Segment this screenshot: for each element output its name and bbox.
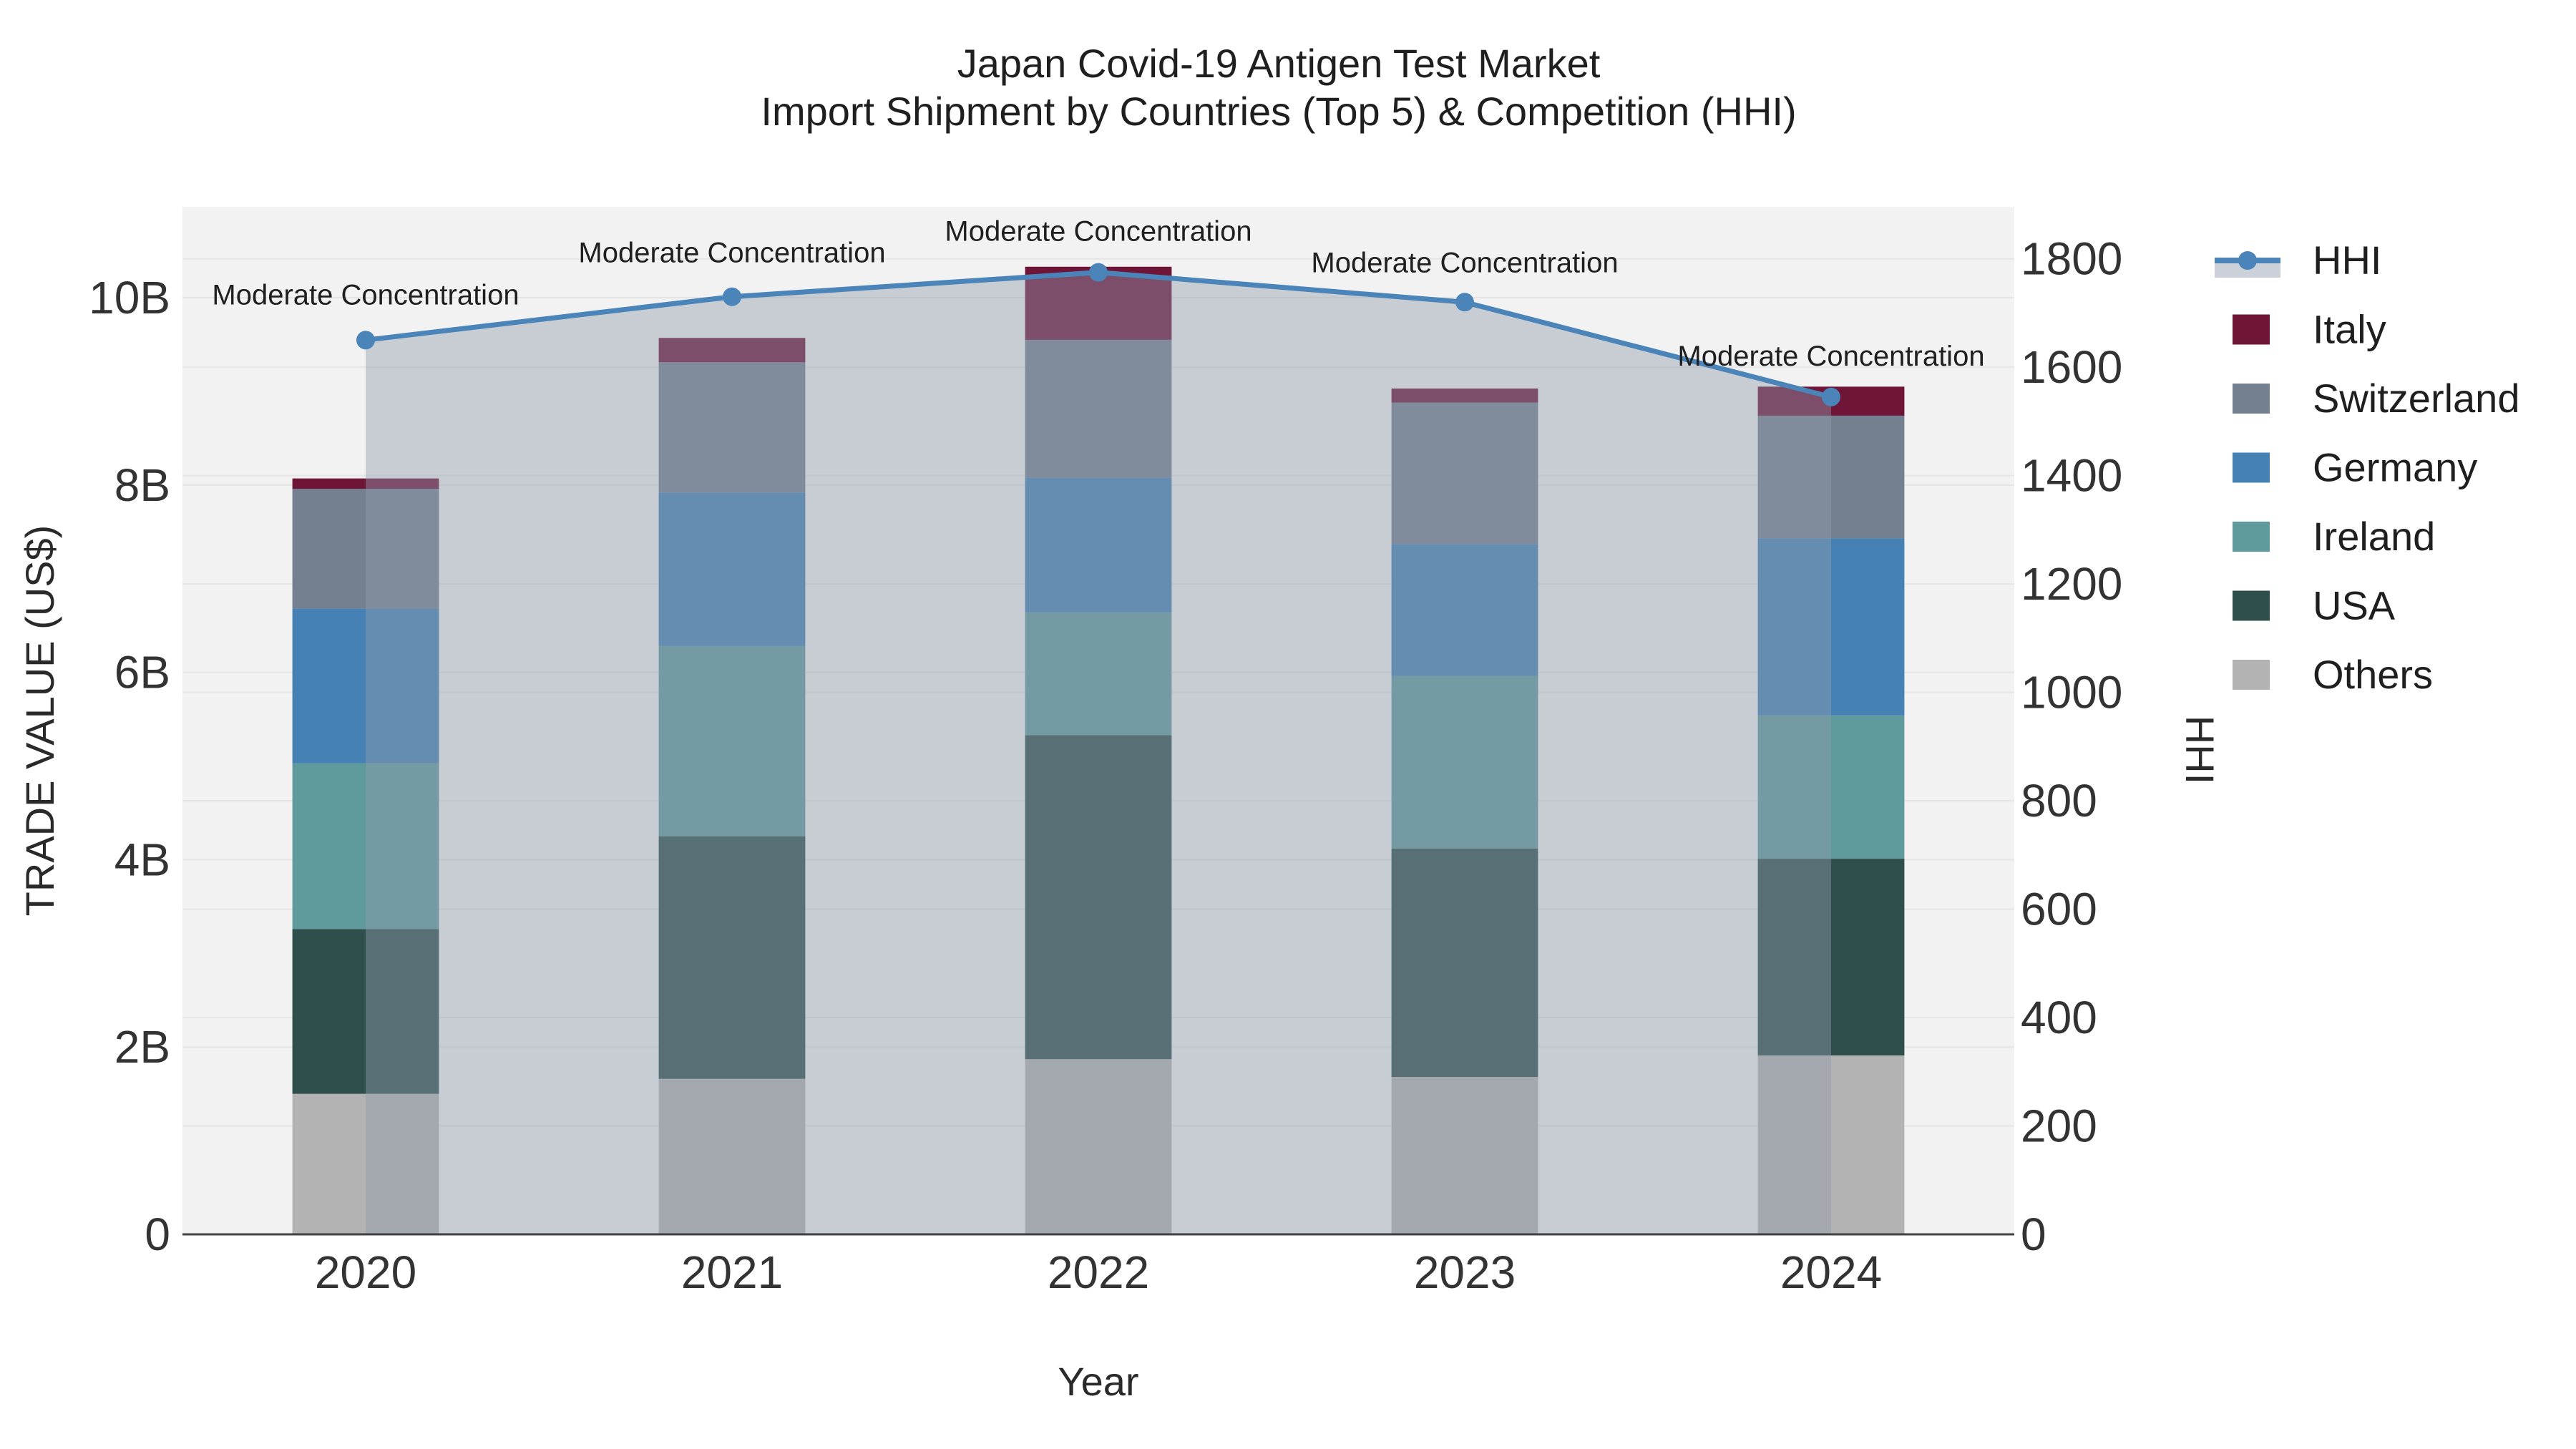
right-tick-600: 600 (2021, 884, 2097, 935)
legend-item-hhi[interactable]: HHI (2215, 238, 2381, 283)
bar-segment-italy-2021 (658, 338, 806, 363)
bar-segment-ireland-2023 (1391, 675, 1538, 849)
bar-segment-ireland-2020 (292, 763, 439, 930)
legend-label-others: Others (2313, 652, 2433, 697)
x-tick-2023: 2023 (1414, 1246, 1516, 1298)
right-tick-1600: 1600 (2021, 341, 2122, 393)
left-tick-6B: 6B (114, 647, 170, 698)
bar-segment-others-2021 (658, 1078, 806, 1234)
legend-item-others[interactable]: Others (2233, 652, 2433, 697)
bar-segment-ireland-2024 (1757, 715, 1905, 859)
x-tick-2021: 2021 (681, 1246, 783, 1298)
bar-segment-italy-2023 (1391, 388, 1538, 403)
hhi-point-2023[interactable] (1455, 293, 1474, 312)
legend-swatch-others (2233, 660, 2270, 690)
chart-subtitle: Import Shipment by Countries (Top 5) & C… (761, 89, 1796, 134)
bar-segment-switzerland-2022 (1025, 339, 1172, 478)
x-tick-2024: 2024 (1780, 1246, 1882, 1298)
bar-segment-others-2022 (1025, 1059, 1172, 1234)
legend-swatch-ireland (2233, 522, 2270, 552)
hhi-point-2024[interactable] (1822, 387, 1840, 406)
bar-segment-usa-2024 (1757, 859, 1905, 1055)
right-tick-1200: 1200 (2021, 558, 2122, 610)
legend-label-italy: Italy (2313, 307, 2386, 352)
right-tick-200: 200 (2021, 1101, 2097, 1152)
right-tick-1400: 1400 (2021, 450, 2122, 502)
hhi-area-polygon (366, 272, 1831, 1235)
hhi-point-2022[interactable] (1089, 263, 1108, 282)
annotation-moderate-concentration-2021: Moderate Concentration (578, 238, 885, 269)
chart-title: Japan Covid-19 Antigen Test Market (957, 41, 1601, 86)
bar-segment-germany-2023 (1391, 544, 1538, 676)
legend-item-germany[interactable]: Germany (2233, 445, 2477, 490)
legend-item-usa[interactable]: USA (2233, 583, 2396, 628)
legend-item-ireland[interactable]: Ireland (2233, 514, 2435, 559)
bar-segment-switzerland-2023 (1391, 402, 1538, 545)
legend: HHI Italy Switzerland Germany Ireland USA Othe… (2215, 238, 2519, 697)
bar-segment-ireland-2021 (658, 645, 806, 836)
legend-label-germany: Germany (2313, 445, 2477, 490)
hhi-marker-swatch (2238, 251, 2257, 270)
bar-segment-germany-2024 (1757, 538, 1905, 716)
legend-swatch-usa (2233, 590, 2270, 621)
bar-segment-germany-2022 (1025, 477, 1172, 613)
right-tick-0: 0 (2021, 1209, 2046, 1260)
legend-swatch-italy (2233, 314, 2270, 345)
legend-item-italy[interactable]: Italy (2233, 307, 2386, 352)
x-axis-title: Year (1058, 1359, 1138, 1404)
bar-segment-italy-2020 (292, 478, 439, 489)
left-tick-8B: 8B (114, 459, 170, 511)
bar-segment-usa-2022 (1025, 735, 1172, 1060)
left-tick-0: 0 (145, 1209, 170, 1260)
bar-segment-usa-2023 (1391, 848, 1538, 1078)
x-tick-2022: 2022 (1048, 1246, 1149, 1298)
legend-swatch-switzerland (2233, 384, 2270, 414)
legend-label-ireland: Ireland (2313, 514, 2435, 559)
right-axis-title: HHI (2177, 716, 2223, 784)
left-tick-2B: 2B (114, 1021, 170, 1073)
bar-segment-others-2020 (292, 1093, 439, 1234)
bar-segment-others-2023 (1391, 1077, 1538, 1234)
annotation-moderate-concentration-2022: Moderate Concentration (945, 216, 1252, 248)
annotations: Moderate Concentration Moderate Concentra… (212, 216, 1984, 372)
bar-segment-switzerland-2024 (1757, 415, 1905, 539)
axis-tick-labels: 0 2B 4B 6B 8B 10B 0 200 400 600 800 1000 1200 1400 160… (89, 233, 2122, 1298)
bar-segment-ireland-2022 (1025, 612, 1172, 736)
hhi-point-2021[interactable] (723, 287, 741, 306)
hhi-point-2020[interactable] (356, 331, 375, 350)
left-axis-title: TRADE VALUE (US$) (17, 525, 62, 917)
legend-item-switzerland[interactable]: Switzerland (2233, 376, 2519, 421)
annotation-moderate-concentration-2024: Moderate Concentration (1677, 341, 1984, 372)
left-tick-10B: 10B (89, 272, 170, 323)
bar-segment-germany-2020 (292, 608, 439, 763)
right-tick-1800: 1800 (2021, 233, 2122, 285)
annotation-moderate-concentration-2023: Moderate Concentration (1311, 247, 1618, 278)
bar-segment-switzerland-2020 (292, 489, 439, 609)
hhi-area-fill (366, 272, 1831, 1235)
hhi-line (356, 263, 1840, 406)
annotation-moderate-concentration-2020: Moderate Concentration (212, 279, 519, 311)
legend-label-hhi: HHI (2313, 238, 2381, 283)
bar-segment-switzerland-2021 (658, 362, 806, 493)
bar-segment-germany-2021 (658, 492, 806, 646)
stacked-bars (292, 266, 1905, 1234)
bar-segment-usa-2021 (658, 836, 806, 1079)
legend-label-usa: USA (2313, 583, 2396, 628)
bar-segment-usa-2020 (292, 929, 439, 1094)
left-tick-4B: 4B (114, 834, 170, 885)
right-tick-400: 400 (2021, 992, 2097, 1043)
bar-segment-others-2024 (1757, 1055, 1905, 1234)
right-tick-800: 800 (2021, 775, 2097, 826)
right-tick-1000: 1000 (2021, 667, 2122, 718)
legend-label-switzerland: Switzerland (2313, 376, 2519, 421)
legend-swatch-germany (2233, 452, 2270, 483)
x-tick-2020: 2020 (315, 1246, 416, 1298)
